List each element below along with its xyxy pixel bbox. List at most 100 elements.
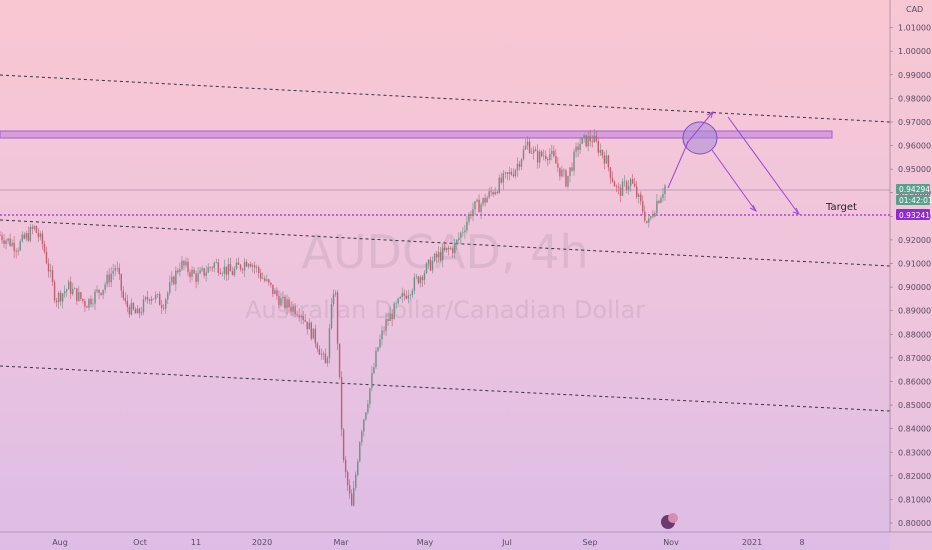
candle-body	[243, 261, 246, 271]
candle-body	[654, 213, 656, 217]
y-tick-label: 0.82000	[898, 472, 931, 481]
candle-body	[385, 319, 387, 331]
candle-body	[225, 266, 228, 275]
candle-body	[268, 279, 270, 283]
candle-body	[284, 296, 286, 309]
candle-body	[429, 259, 432, 271]
candle-body	[312, 328, 314, 339]
candle-body	[401, 293, 403, 297]
candle-body	[593, 135, 595, 143]
candle-body	[320, 353, 323, 355]
candle-body	[510, 171, 513, 175]
candle-body	[3, 240, 5, 244]
y-tick-label: 0.88000	[898, 330, 931, 339]
candle-body	[76, 288, 78, 301]
resistance-zone[interactable]	[0, 130, 833, 139]
candle-body	[423, 272, 426, 281]
middle-channel-line[interactable]	[0, 219, 891, 267]
candle-body	[470, 214, 472, 217]
candle-body	[304, 319, 306, 322]
candle-body	[13, 242, 15, 252]
candle-body	[642, 201, 644, 212]
candle-body	[351, 493, 353, 506]
projection-path-2[interactable]	[711, 149, 756, 211]
x-tick-label: Aug	[52, 538, 68, 547]
candle-body	[355, 474, 357, 488]
candle-body	[98, 289, 100, 293]
candle-body	[136, 308, 139, 314]
candle-body	[7, 238, 9, 241]
y-tick-label: 1.00000	[898, 47, 931, 56]
candle-body	[561, 169, 563, 177]
candle-body	[660, 197, 662, 203]
candle-body	[421, 276, 424, 281]
candle-body	[609, 167, 612, 179]
target-annotation[interactable]: Target	[825, 202, 857, 213]
candle-body	[478, 199, 480, 213]
candle-body	[379, 339, 381, 348]
candle-body	[565, 170, 567, 187]
candle-body	[601, 149, 604, 156]
upper-channel-line[interactable]	[0, 74, 891, 123]
y-tick-label: 0.86000	[898, 377, 931, 386]
candle-body	[163, 307, 165, 309]
candle-body	[11, 242, 13, 246]
candle-body	[70, 281, 72, 295]
watermark-description: Australian Dollar/Canadian Dollar	[245, 296, 645, 324]
candle-body	[348, 485, 351, 494]
x-tick-label: Mar	[333, 538, 349, 547]
candle-body	[389, 313, 391, 322]
candle-body	[371, 373, 373, 389]
candle-body	[207, 267, 209, 273]
candle-body	[488, 191, 490, 198]
candle-body	[448, 247, 450, 250]
candle-body	[541, 151, 543, 156]
projection-path-3[interactable]	[727, 116, 799, 214]
candle-body	[492, 192, 494, 195]
candle-body	[407, 295, 409, 299]
tradingview-logo[interactable]	[661, 513, 678, 529]
candle-body	[611, 178, 614, 182]
candle-body	[31, 227, 34, 229]
candle-body	[213, 262, 215, 269]
candle-body	[175, 270, 177, 285]
candle-body	[547, 158, 549, 160]
candle-body	[553, 150, 555, 156]
candle-body	[158, 294, 161, 306]
candle-body	[652, 216, 654, 217]
y-tick-label: 1.01000	[898, 24, 931, 33]
candle-body	[474, 201, 476, 210]
candle-body	[326, 358, 329, 364]
drawings[interactable]: Target	[0, 74, 891, 412]
candle-body	[33, 226, 36, 229]
candle-body	[260, 272, 262, 279]
svg-text:01:42:01: 01:42:01	[899, 196, 932, 205]
candle-body	[342, 429, 345, 461]
time-axis[interactable]: Aug Oct 11 2020 Mar May Jul Sep Nov 2021 8	[0, 531, 932, 547]
candle-body	[625, 181, 628, 190]
candle-body	[534, 149, 537, 151]
candle-body	[506, 172, 509, 174]
candle-body	[595, 135, 597, 142]
candle-body	[227, 264, 230, 275]
reaction-circle[interactable]	[682, 121, 718, 155]
candle-body	[486, 197, 488, 203]
candle-body	[167, 292, 169, 300]
candle-body	[171, 276, 173, 283]
candle-body	[646, 220, 648, 223]
price-series	[0, 128, 666, 507]
candle-body	[9, 238, 11, 246]
candle-body	[417, 276, 420, 284]
candle-body	[439, 252, 442, 261]
candle-body	[633, 183, 636, 187]
lower-channel-line[interactable]	[0, 365, 891, 412]
candle-body	[585, 135, 587, 147]
x-tick-label: 8	[799, 538, 804, 547]
y-tick-label: 0.80000	[898, 519, 931, 528]
candle-body	[617, 186, 620, 188]
projection-arrowhead-4	[792, 207, 800, 215]
candle-body	[203, 268, 205, 276]
candle-body	[603, 155, 606, 164]
price-axis[interactable]: CAD 1.01000 1.00000 0.99000 0.98000 0.97000 0…	[889, 0, 932, 550]
